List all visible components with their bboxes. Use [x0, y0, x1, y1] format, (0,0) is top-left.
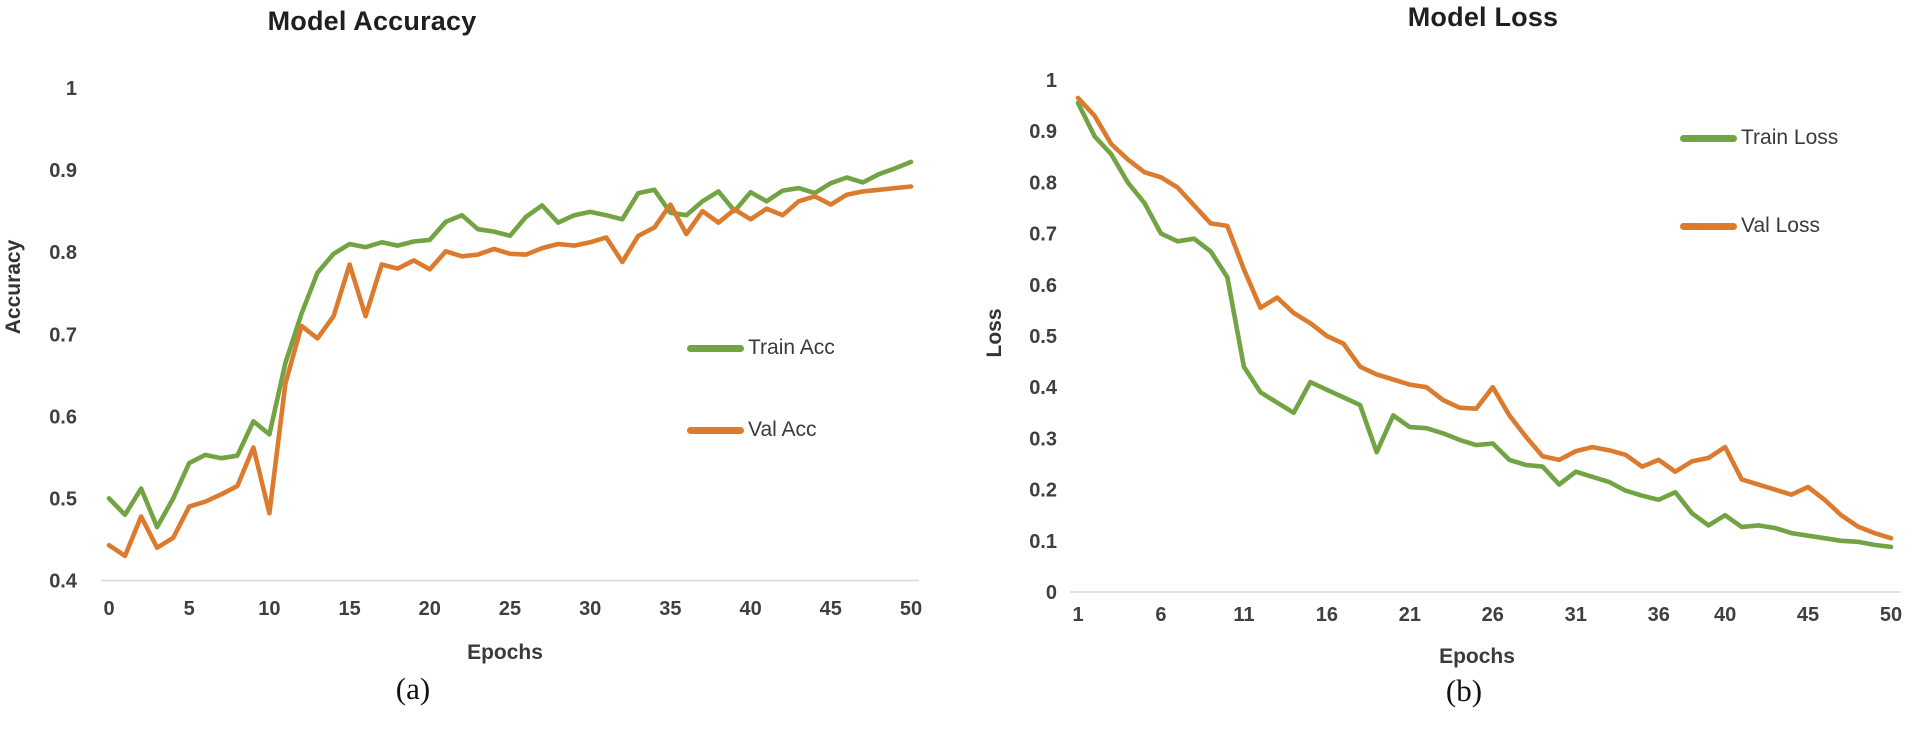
x-tick-label: 1 — [1072, 604, 1083, 626]
val-acc-line — [106, 184, 914, 559]
val-loss-line — [1075, 95, 1894, 541]
y-tick-label: 0.6 — [49, 406, 77, 428]
train-loss-legend-swatch — [1680, 134, 1737, 142]
y-tick-label: 0.5 — [49, 488, 77, 510]
x-tick-label: 45 — [820, 598, 842, 620]
caption-b: (b) — [1445, 673, 1483, 708]
x-tick-label: 5 — [184, 598, 195, 620]
y-tick-label: 0.2 — [1029, 480, 1057, 502]
x-tick-label: 20 — [419, 598, 441, 620]
x-tick-label: 40 — [1714, 604, 1736, 626]
x-tick-label: 35 — [659, 598, 681, 620]
x-tick-label: 16 — [1316, 604, 1338, 626]
train-loss-line — [1075, 100, 1894, 550]
x-tick-label: 0 — [103, 598, 114, 620]
legend-item-val-loss: Val Loss — [1680, 214, 1820, 238]
x-tick-label: 31 — [1565, 604, 1587, 626]
val-acc-legend-label: Val Acc — [748, 418, 817, 441]
caption-a: (a) — [395, 671, 431, 706]
y-tick-label: 0.4 — [49, 571, 78, 593]
y-tick-label: 1 — [66, 78, 77, 100]
legend-item-train-acc: Train Acc — [687, 336, 835, 360]
y-tick-label: 0.6 — [1029, 275, 1057, 297]
train-loss-legend-label: Train Loss — [1741, 126, 1839, 149]
x-tick-label: 40 — [739, 598, 761, 620]
y-tick-label: 0.8 — [1029, 172, 1057, 194]
loss-x-axis-label: Epochs — [1439, 645, 1515, 668]
x-tick-label: 10 — [258, 598, 280, 620]
y-tick-label: 0.9 — [1029, 121, 1057, 143]
x-tick-label: 36 — [1648, 604, 1670, 626]
y-tick-label: 1 — [1046, 70, 1057, 92]
loss-y-axis-label: Loss — [983, 308, 1006, 358]
x-tick-label: 45 — [1797, 604, 1819, 626]
x-tick-label: 25 — [499, 598, 521, 620]
y-tick-label: 0.5 — [1029, 326, 1057, 348]
x-tick-label: 21 — [1399, 604, 1421, 626]
accuracy-x-axis-label: Epochs — [467, 641, 543, 664]
x-tick-label: 15 — [338, 598, 360, 620]
y-tick-label: 0 — [1046, 582, 1057, 604]
y-tick-label: 0.9 — [49, 160, 77, 182]
loss-chart-title: Model Loss — [1407, 2, 1559, 32]
y-tick-label: 0.7 — [49, 324, 77, 346]
train-acc-legend-swatch — [687, 344, 744, 352]
accuracy-chart-title: Model Accuracy — [267, 6, 477, 36]
val-loss-legend-label: Val Loss — [1741, 214, 1820, 237]
x-tick-label: 50 — [1880, 604, 1902, 626]
x-tick-label: 6 — [1155, 604, 1166, 626]
x-tick-label: 50 — [900, 598, 922, 620]
y-tick-label: 0.8 — [49, 242, 77, 264]
x-tick-label: 30 — [579, 598, 601, 620]
y-tick-label: 0.3 — [1029, 428, 1057, 450]
val-loss-legend-swatch — [1680, 222, 1737, 230]
y-tick-label: 0.4 — [1029, 377, 1058, 399]
y-tick-label: 0.1 — [1029, 531, 1057, 553]
train-acc-legend-label: Train Acc — [748, 336, 835, 359]
y-tick-label: 0.7 — [1029, 224, 1057, 246]
x-tick-label: 26 — [1482, 604, 1504, 626]
val-acc-legend-swatch — [687, 426, 744, 434]
legend-item-val-acc: Val Acc — [687, 418, 816, 442]
accuracy-y-axis-label: Accuracy — [2, 239, 25, 335]
train-acc-line — [106, 159, 914, 530]
legend-item-train-loss: Train Loss — [1680, 126, 1838, 150]
x-tick-label: 11 — [1233, 604, 1254, 626]
